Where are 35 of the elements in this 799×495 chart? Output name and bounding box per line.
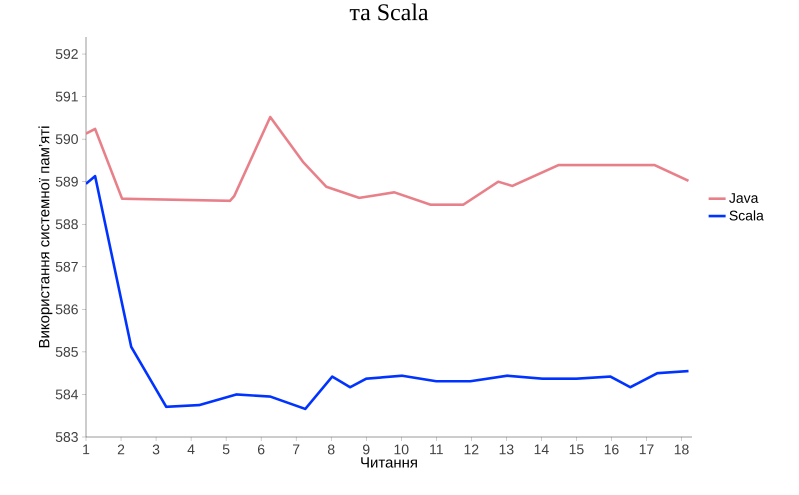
line-series [86, 116, 690, 206]
y-tick-label: 589 [56, 176, 78, 187]
x-tick-label: 8 [328, 444, 334, 454]
x-tick-label: 18 [674, 444, 689, 454]
chart-title: та Scala [350, 4, 428, 20]
x-tick-label: 14 [534, 444, 549, 454]
y-tick-label: 592 [56, 49, 78, 59]
y-tick-label: 585 [56, 346, 78, 357]
line-series [86, 174, 690, 410]
legend-label: Scala [730, 210, 764, 221]
y-tick-label: 583 [56, 432, 78, 442]
y-tick-label: 587 [56, 262, 78, 272]
x-tick-label: 10 [394, 444, 408, 454]
x-tick-label: 17 [640, 444, 654, 454]
x-tick-label: 7 [293, 444, 300, 454]
x-tick-label: 3 [152, 444, 160, 454]
y-tick-label: 591 [56, 92, 78, 102]
x-tick-label: 4 [188, 444, 195, 454]
x-tick-label: 5 [222, 444, 230, 454]
x-tick-label: 1 [83, 444, 90, 454]
y-tick-label: 584 [56, 390, 78, 400]
x-tick-label: 12 [464, 444, 478, 454]
y-tick-label: 588 [56, 219, 78, 230]
x-tick-label: 13 [500, 444, 514, 454]
y-tick-label: 590 [56, 134, 78, 144]
x-tick-label: 15 [570, 444, 584, 454]
x-tick-label: 2 [118, 444, 124, 454]
x-axis-title: Читання [361, 457, 417, 468]
x-tick-label: 16 [604, 444, 619, 454]
x-tick-label: 9 [363, 444, 370, 454]
x-tick-label: 6 [258, 444, 264, 454]
y-tick-label: 586 [56, 304, 78, 314]
legend-label: Java [729, 193, 758, 203]
y-axis-title: Використання системної пам’яті [38, 126, 52, 348]
x-tick-label: 11 [430, 444, 443, 454]
